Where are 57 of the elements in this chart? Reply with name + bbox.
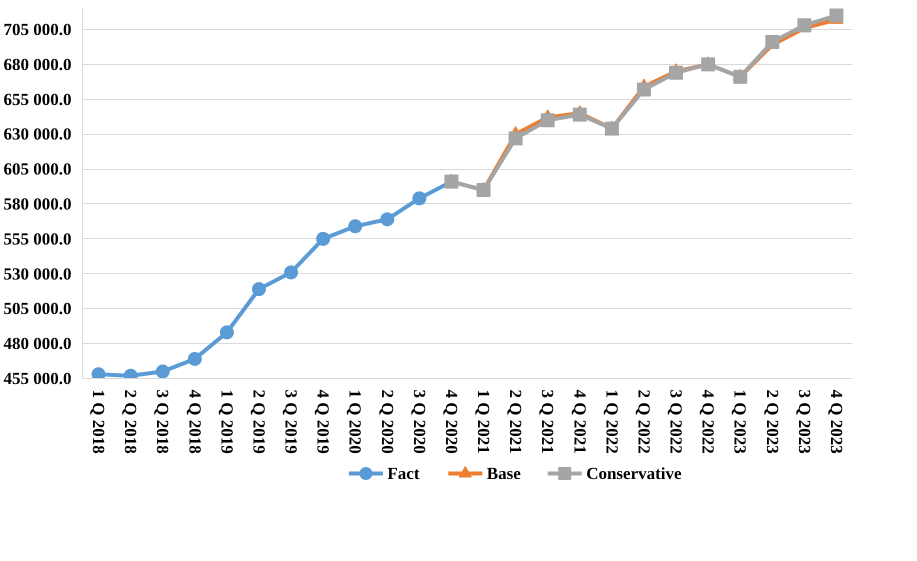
point	[829, 8, 844, 22]
legend-label: Base	[486, 464, 522, 483]
x-tick-label: 1 Q 2019	[217, 390, 236, 454]
point	[412, 191, 426, 206]
y-tick-label: 680 000.0	[4, 54, 72, 74]
x-tick-label: 3 Q 2019	[282, 390, 301, 454]
x-tick-label: 2 Q 2023	[762, 390, 782, 454]
x-tick-label: 1 Q 2020	[346, 390, 365, 454]
point	[636, 82, 651, 96]
point	[476, 183, 491, 198]
x-tick-label: 4 Q 2018	[185, 390, 204, 454]
y-tick-label: 705 000.0	[4, 20, 72, 39]
x-tick-label: 2 Q 2019	[249, 390, 268, 454]
x-tick-label: 3 Q 2020	[410, 390, 429, 454]
point	[284, 265, 298, 280]
x-tick-label: 4 Q 2023	[826, 390, 846, 454]
y-tick-label: 630 000.0	[4, 124, 72, 144]
legend-label: Conservative	[586, 464, 682, 483]
x-tick-label: 3 Q 2022	[666, 390, 686, 454]
point	[701, 57, 716, 72]
x-tick-label: 1 Q 2018	[89, 390, 108, 454]
x-tick-label: 4 Q 2021	[570, 390, 590, 454]
point	[316, 232, 330, 246]
x-tick-label: 1 Q 2021	[474, 390, 494, 454]
point	[348, 219, 362, 234]
point	[669, 66, 684, 80]
x-tick-label: 4 Q 2022	[698, 390, 718, 454]
x-tick-label: 3 Q 2023	[794, 390, 814, 454]
point	[540, 113, 555, 128]
y-tick-label: 655 000.0	[4, 90, 72, 109]
point	[733, 70, 748, 84]
point	[252, 282, 266, 296]
point	[604, 122, 619, 136]
point	[188, 352, 202, 366]
y-tick-label: 455 000.0	[4, 369, 72, 388]
y-tick-label: 555 000.0	[4, 229, 72, 248]
y-tick-label: 480 000.0	[4, 334, 72, 354]
point	[572, 108, 587, 122]
x-tick-label: 3 Q 2018	[153, 390, 172, 454]
x-tick-label: 2 Q 2021	[506, 390, 526, 454]
point	[380, 212, 394, 226]
point	[156, 364, 170, 378]
x-tick-label: 4 Q 2019	[314, 390, 333, 454]
x-tick-label: 1 Q 2023	[730, 390, 750, 454]
y-tick-label: 605 000.0	[4, 160, 72, 179]
y-tick-label: 580 000.0	[4, 194, 72, 214]
y-tick-label: 505 000.0	[4, 299, 72, 318]
point	[220, 325, 234, 340]
y-tick-label: 530 000.0	[4, 264, 72, 284]
legend-label: Fact	[387, 464, 420, 483]
x-tick-label: 3 Q 2021	[538, 390, 558, 454]
x-tick-label: 2 Q 2022	[634, 390, 654, 454]
x-tick-label: 4 Q 2020	[442, 390, 461, 454]
x-tick-label: 1 Q 2022	[602, 390, 622, 454]
x-tick-label: 2 Q 2020	[378, 390, 397, 454]
point	[508, 131, 523, 146]
x-tick-label: 2 Q 2018	[121, 390, 140, 454]
